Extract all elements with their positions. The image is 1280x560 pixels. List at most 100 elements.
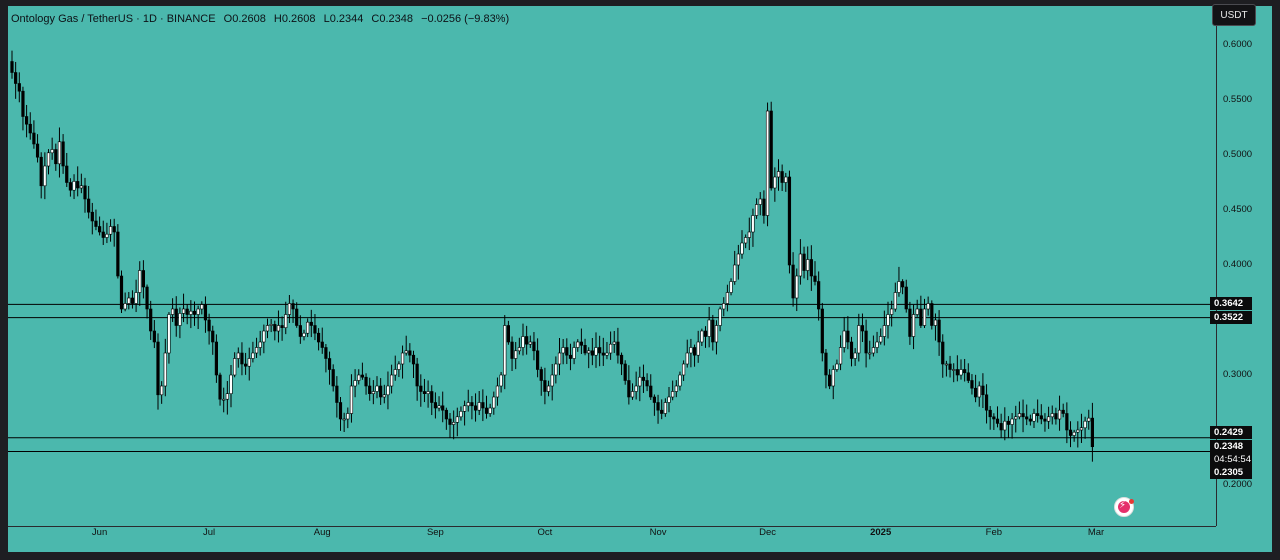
candle[interactable]: [338, 396, 343, 431]
candle[interactable]: [539, 366, 543, 396]
candle[interactable]: [671, 380, 675, 401]
candle[interactable]: [543, 367, 547, 405]
candle[interactable]: [76, 166, 80, 197]
candle[interactable]: [477, 391, 481, 416]
candle[interactable]: [608, 331, 613, 360]
candle[interactable]: [90, 202, 94, 235]
candle[interactable]: [123, 292, 127, 312]
candle[interactable]: [941, 334, 945, 378]
candle[interactable]: [218, 372, 222, 406]
candle[interactable]: [557, 337, 562, 376]
candle[interactable]: [579, 328, 583, 355]
candle[interactable]: [101, 220, 105, 245]
candle[interactable]: [546, 380, 551, 397]
candle[interactable]: [590, 337, 594, 366]
candle[interactable]: [119, 270, 124, 313]
candle[interactable]: [645, 373, 649, 392]
candle[interactable]: [280, 316, 284, 341]
candle[interactable]: [441, 391, 445, 423]
candle[interactable]: [171, 298, 175, 322]
candle[interactable]: [24, 104, 29, 138]
candle[interactable]: [890, 300, 894, 327]
candle[interactable]: [879, 328, 883, 345]
candle[interactable]: [127, 292, 131, 310]
currency-button[interactable]: USDT: [1212, 4, 1256, 26]
candle[interactable]: [375, 376, 379, 399]
candle[interactable]: [371, 380, 375, 405]
candle[interactable]: [426, 380, 430, 408]
candle[interactable]: [488, 403, 492, 417]
candle[interactable]: [817, 271, 821, 321]
candle[interactable]: [1025, 404, 1029, 426]
candle[interactable]: [630, 383, 635, 400]
candle[interactable]: [576, 339, 580, 352]
candle[interactable]: [419, 374, 423, 407]
candle[interactable]: [838, 335, 843, 371]
candle[interactable]: [882, 310, 886, 346]
candle[interactable]: [893, 282, 897, 312]
candle[interactable]: [79, 173, 83, 194]
candle[interactable]: [105, 222, 109, 244]
candle[interactable]: [138, 261, 142, 306]
candle[interactable]: [846, 316, 850, 350]
candle[interactable]: [681, 360, 686, 381]
candle[interactable]: [400, 345, 405, 379]
candle[interactable]: [189, 300, 193, 329]
candle[interactable]: [619, 352, 624, 376]
candle[interactable]: [970, 374, 974, 395]
candle[interactable]: [977, 381, 981, 407]
candle[interactable]: [769, 101, 773, 191]
candle[interactable]: [324, 344, 328, 373]
candle[interactable]: [287, 294, 292, 324]
candle[interactable]: [503, 315, 507, 390]
candle[interactable]: [776, 159, 781, 191]
candle[interactable]: [408, 343, 412, 363]
candle[interactable]: [864, 319, 868, 368]
candle[interactable]: [842, 316, 846, 353]
candle[interactable]: [795, 268, 799, 312]
price-axis[interactable]: [1216, 6, 1273, 526]
candle[interactable]: [430, 385, 434, 416]
candle[interactable]: [1057, 395, 1062, 431]
candle[interactable]: [386, 371, 390, 410]
candle[interactable]: [506, 320, 511, 345]
candle[interactable]: [46, 149, 51, 175]
candle[interactable]: [656, 394, 660, 424]
candle[interactable]: [747, 217, 751, 251]
candle[interactable]: [68, 178, 72, 197]
candle[interactable]: [612, 330, 616, 353]
candle[interactable]: [411, 350, 416, 379]
candle[interactable]: [634, 371, 638, 400]
candle[interactable]: [459, 406, 463, 421]
candle[interactable]: [181, 293, 186, 323]
candle[interactable]: [1036, 399, 1040, 423]
candle[interactable]: [54, 143, 58, 171]
candle[interactable]: [868, 340, 872, 360]
candle[interactable]: [762, 190, 766, 224]
candle[interactable]: [663, 398, 667, 417]
candle[interactable]: [335, 376, 339, 418]
candle[interactable]: [696, 330, 700, 363]
candle[interactable]: [43, 152, 47, 200]
candle[interactable]: [473, 393, 478, 422]
candle[interactable]: [897, 266, 901, 297]
candle[interactable]: [528, 335, 532, 348]
candle[interactable]: [638, 366, 642, 402]
candle[interactable]: [871, 335, 875, 357]
candle[interactable]: [284, 301, 288, 335]
candle[interactable]: [751, 208, 755, 247]
candle[interactable]: [393, 355, 397, 381]
candle[interactable]: [295, 302, 299, 328]
candle[interactable]: [981, 373, 985, 409]
candle[interactable]: [353, 369, 357, 398]
candle[interactable]: [167, 312, 171, 364]
candle[interactable]: [72, 174, 76, 200]
candle[interactable]: [922, 298, 927, 329]
candle[interactable]: [692, 344, 697, 367]
candle[interactable]: [798, 239, 802, 285]
candle[interactable]: [331, 364, 335, 392]
candle[interactable]: [276, 310, 281, 343]
candle[interactable]: [583, 338, 587, 356]
candle[interactable]: [900, 279, 905, 295]
candle[interactable]: [1014, 405, 1018, 433]
